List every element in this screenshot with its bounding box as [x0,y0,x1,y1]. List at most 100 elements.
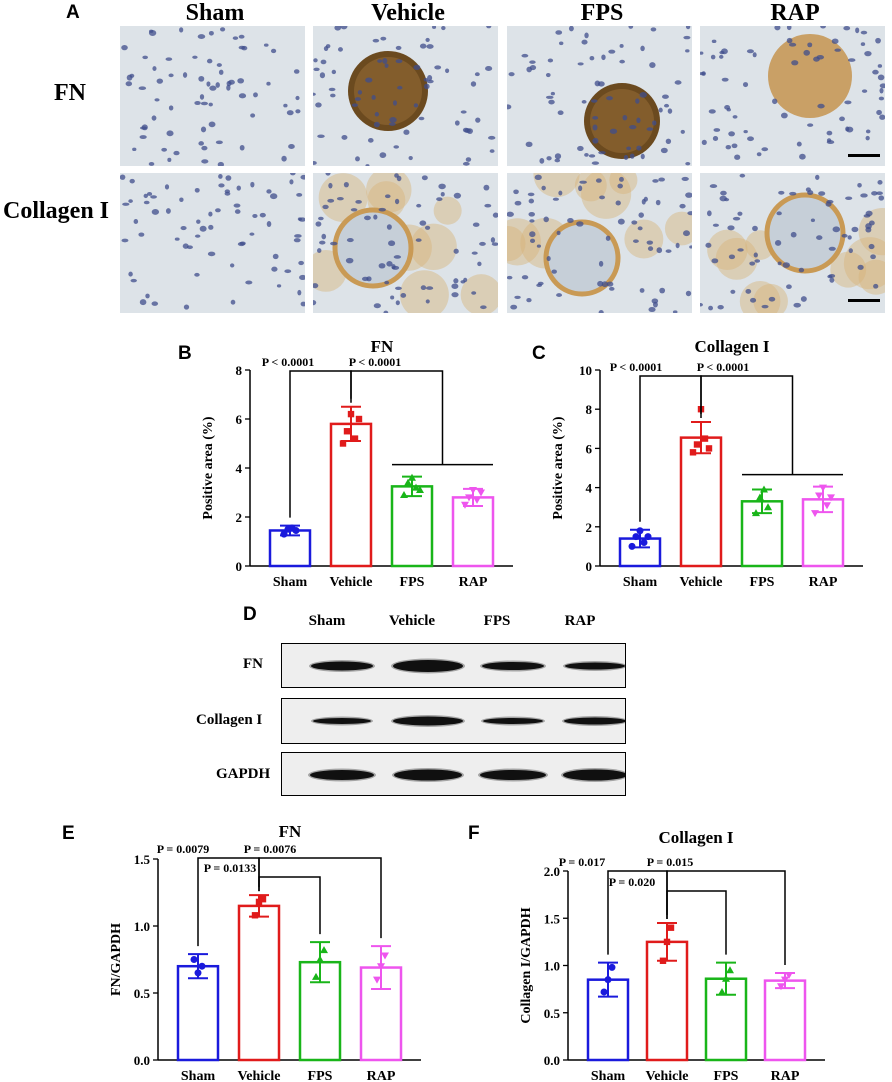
data-point [726,966,734,974]
wb-band-gapdh-sham [310,770,374,780]
data-point [819,484,827,492]
data-point [604,976,612,984]
panel-label-b: B [178,343,192,364]
data-point [760,485,768,493]
micrograph-collagen-i-fps [507,173,692,313]
panel-label-c: C [532,343,546,364]
wb-band-fn-fps [482,662,544,670]
data-point [600,988,608,996]
data-point [400,490,408,498]
data-point [636,527,644,535]
y-tick-label: 4 [236,461,243,476]
data-point [823,502,831,510]
data-point [320,946,328,954]
y-tick-label: 1.5 [134,852,151,867]
p-value-label: P = 0.020 [609,875,656,889]
x-tick-label-sham: Sham [623,575,658,590]
y-tick-label: 0.5 [134,986,151,1001]
y-axis-label: Positive area (%) [201,416,216,519]
significance-bracket [258,857,382,939]
x-tick-label-sham: Sham [181,1069,216,1082]
significance-bracket [350,370,444,465]
data-point [347,410,355,418]
data-point [473,496,481,504]
data-point [764,503,772,511]
chart-title: FN [371,337,394,356]
y-tick-label: 1.0 [134,919,150,934]
data-point [373,976,381,984]
x-tick-label-vehicle: Vehicle [679,575,722,590]
data-point [316,955,324,963]
data-point [628,542,636,550]
p-value-label: P = 0.0079 [157,842,210,856]
bar-rap [763,979,807,1062]
data-point [827,494,835,502]
data-point [381,952,389,960]
chart-b: FN 0 2 4 6 8 Positive area (%) Sham Vehicle FPS RA… [201,337,513,590]
data-point [701,435,709,442]
chart-title: Collagen I [694,337,769,356]
data-point [343,428,351,435]
y-tick-label: 2 [236,510,243,525]
x-tick-label-sham: Sham [273,575,308,590]
wb-band-gapdh-fps [480,770,546,780]
data-point [408,473,416,481]
y-axis-label: Positive area (%) [551,416,566,519]
data-point [198,962,206,970]
x-tick-label-vehicle: Vehicle [329,575,372,590]
data-point [469,487,477,495]
bar-vehicle [237,904,281,1062]
wb-col-rap: RAP [564,613,596,629]
data-point [705,445,713,452]
data-point [815,492,823,500]
y-tick-label: 2 [586,520,593,535]
data-point [781,976,789,984]
data-point [640,538,648,546]
wb-band-gapdh-vehicle [394,769,462,781]
x-tick-label-fps: FPS [714,1069,739,1082]
wb-row-fn: FN [243,656,263,672]
wb-band-collagen-i-fps [483,718,543,724]
x-tick-label-vehicle: Vehicle [645,1069,688,1082]
p-value-label: P < 0.0001 [610,360,663,374]
data-point [644,533,652,541]
data-point [412,483,420,491]
y-tick-label: 1.5 [544,911,561,926]
micrograph-collagen-i-rap [700,173,885,313]
data-point [756,493,764,501]
y-tick-label: 0.0 [134,1053,150,1068]
wb-band-collagen-i-rap [564,717,626,725]
chart-title: FN [279,822,302,841]
data-point [718,987,726,995]
y-tick-label: 6 [586,441,593,456]
data-point [339,440,347,447]
x-tick-label-fps: FPS [750,575,775,590]
panel-label-d: D [243,604,257,625]
x-tick-label-rap: RAP [809,575,838,590]
p-value-label: P = 0.0133 [204,861,257,875]
bar-fps [390,485,434,568]
p-value-label: P = 0.0076 [244,842,297,856]
histology-row-collagen: Collagen I [3,198,110,224]
p-value-label: P = 0.017 [559,855,606,869]
y-tick-label: 6 [236,412,243,427]
histology-col-vehicle: Vehicle [371,0,445,26]
y-tick-label: 0 [586,559,593,574]
p-value-label: P < 0.0001 [262,355,315,369]
micrograph-collagen-i-vehicle [313,173,498,313]
y-tick-label: 0.5 [544,1006,561,1021]
chart-c: Collagen I 0 2 4 6 8 10 Positive area (%) Sham Ve… [551,337,863,590]
y-tick-label: 0 [236,559,243,574]
micrograph-collagen-i-sham [120,173,305,313]
wb-strip-fn [281,643,627,688]
scale-bar [848,299,880,302]
chart-f: Collagen I 0.0 0.5 1.0 1.5 2.0 Collagen I/GAPD… [519,828,825,1082]
wb-band-gapdh-rap [563,769,627,781]
bar-vehicle [329,422,373,568]
y-axis-label: FN/GAPDH [109,923,124,996]
data-point [663,938,671,946]
wb-col-sham: Sham [308,613,346,629]
histology-col-sham: Sham [185,0,245,26]
p-value-label: P = 0.015 [647,855,694,869]
wb-row-gapdh: GAPDH [216,766,271,782]
